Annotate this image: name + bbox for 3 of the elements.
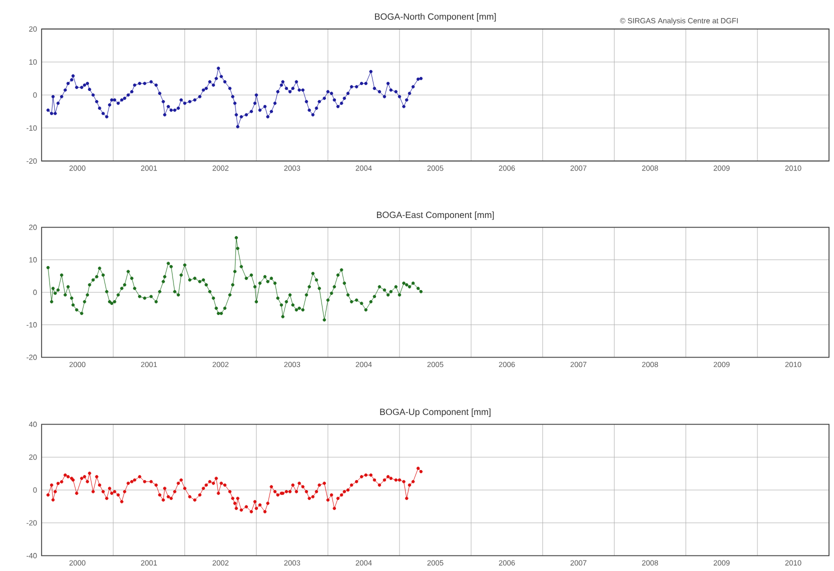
chart-title: BOGA-North Component [mm]: [375, 13, 496, 22]
chart-title: BOGA-East Component [mm]: [376, 211, 494, 220]
chart-title: BOGA-Up Component [mm]: [380, 408, 490, 417]
